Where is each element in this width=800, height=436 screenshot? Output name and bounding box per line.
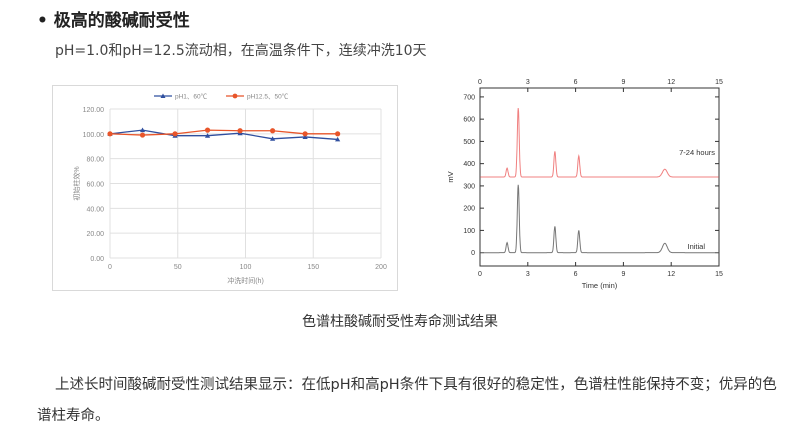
y-axis-label: 初始柱效% — [72, 166, 81, 200]
y-tick-label: 0 — [471, 250, 475, 257]
y-tick-label: 400 — [463, 161, 475, 168]
y-tick-label: 600 — [463, 117, 475, 124]
plot-frame — [479, 87, 720, 267]
x-tick-label: 0 — [108, 264, 112, 271]
data-point — [335, 131, 341, 137]
data-point — [270, 128, 276, 134]
x-tick-label-top: 9 — [621, 79, 625, 86]
x-tick-label: 200 — [375, 264, 387, 271]
x-axis-label: Time (min) — [582, 281, 618, 290]
data-point — [204, 133, 211, 138]
subtitle: pH=1.0和pH=12.5流动相，在高温条件下，连续冲洗10天 — [55, 43, 427, 59]
x-tick-label-top: 12 — [667, 79, 675, 86]
result-paragraph: 上述长时间酸碱耐受性测试结果显示：在低pH和高pH条件下具有很好的稳定性，色谱柱… — [37, 377, 777, 424]
figure-caption: 色谱柱酸碱耐受性寿命测试结果 — [302, 314, 498, 330]
x-tick-label: 15 — [715, 271, 723, 278]
x-tick-label: 12 — [667, 271, 675, 278]
y-tick-label: 0.00 — [90, 256, 104, 263]
y-tick-label: 700 — [463, 94, 475, 101]
y-tick-label: 60.00 — [86, 182, 104, 189]
x-tick-label: 6 — [574, 271, 578, 278]
trace-label: Initial — [687, 242, 705, 251]
chart-frame — [52, 85, 398, 291]
trace-0 — [480, 107, 719, 178]
series-line-0 — [109, 129, 338, 141]
x-tick-label-top: 15 — [715, 79, 723, 86]
series-line-1 — [109, 129, 338, 136]
data-point — [302, 134, 308, 139]
y-tick-label: 80.00 — [86, 157, 104, 164]
y-tick-label: 100.00 — [83, 132, 105, 139]
y-axis-label: mV — [446, 171, 455, 182]
data-point — [107, 131, 113, 137]
x-tick-label: 100 — [240, 264, 252, 271]
y-tick-label: 20.00 — [86, 231, 104, 238]
section-title: • 极高的酸碱耐受性 — [37, 6, 190, 31]
legend-marker — [232, 93, 238, 99]
data-point — [302, 131, 308, 137]
x-tick-label: 0 — [478, 271, 482, 278]
chromatogram-chart: 0 0 3 3 6 6 9 9 12 12 15 15 0 100 200 300 400 500 600 700 Ti… — [446, 79, 723, 290]
x-tick-label-top: 0 — [478, 79, 482, 86]
x-tick-label-top: 3 — [526, 79, 530, 86]
stability-chart: 0.00 20.00 40.00 60.00 80.00 100.00 120.00 0 50 1… — [52, 85, 398, 291]
x-tick-label: 50 — [174, 264, 182, 271]
x-axis-label: 冲洗时间(h) — [227, 276, 264, 285]
trace-label: 7-24 hours — [679, 148, 715, 157]
y-tick-label: 100 — [463, 228, 475, 235]
y-tick-label: 200 — [463, 206, 475, 213]
legend-label: pH1、60℃ — [175, 93, 208, 101]
legend-label: pH12.5、50℃ — [247, 93, 289, 101]
x-tick-label: 3 — [526, 271, 530, 278]
data-point — [335, 136, 341, 142]
title-text: 极高的酸碱耐受性 — [53, 11, 190, 31]
y-tick-label: 300 — [463, 183, 475, 190]
data-point — [172, 131, 178, 137]
data-point — [204, 127, 211, 133]
trace-1 — [480, 184, 719, 254]
x-tick-label-top: 6 — [574, 79, 578, 86]
data-point — [139, 132, 146, 138]
data-point — [139, 127, 146, 133]
x-tick-label: 150 — [307, 264, 319, 271]
data-point — [270, 136, 276, 141]
data-point — [237, 128, 243, 134]
legend-marker — [160, 93, 166, 98]
bullet: • — [37, 11, 48, 31]
x-tick-label: 9 — [621, 271, 625, 278]
y-tick-label: 500 — [463, 139, 475, 146]
y-tick-label: 120.00 — [83, 107, 105, 114]
y-tick-label: 40.00 — [86, 206, 104, 213]
